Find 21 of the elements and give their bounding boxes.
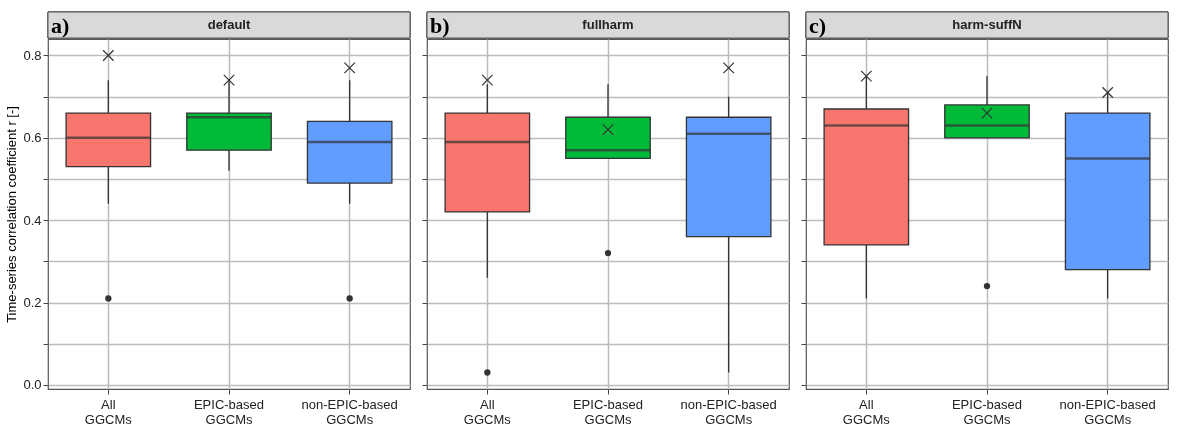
text: c): [809, 13, 827, 38]
x-tick-label: All GGCMs: [84, 396, 133, 427]
text: a): [51, 13, 70, 38]
chart-title: harm-suffN: [952, 16, 1022, 32]
x-tick-label: EPIC-based GGCMs: [951, 396, 1023, 427]
x-tick-label: All GGCMs: [842, 396, 891, 427]
x-tick-label: non-EPIC-based GGCMs: [680, 396, 777, 427]
y-tick-label: 0.6: [23, 130, 42, 146]
x-tick-label: non-EPIC-based GGCMs: [301, 396, 398, 427]
chart-title: default: [207, 16, 251, 32]
x-tick-label: EPIC-based GGCMs: [193, 396, 265, 427]
text: b): [430, 13, 450, 38]
y-tick-label: 0.0: [23, 377, 42, 393]
y-axis-title: Time-series correlation coefficient r [-]: [4, 106, 20, 323]
y-tick-label: 0.8: [23, 47, 42, 63]
y-tick-label: 0.4: [23, 212, 42, 228]
x-tick-label: EPIC-based GGCMs: [572, 396, 644, 427]
y-tick-label: 0.2: [23, 295, 42, 311]
chart-title: fullharm: [582, 16, 634, 32]
x-tick-label: All GGCMs: [463, 396, 512, 427]
x-tick-label: non-EPIC-based GGCMs: [1059, 396, 1156, 427]
